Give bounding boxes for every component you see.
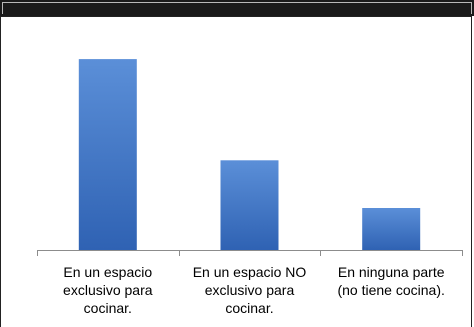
x-axis-ticks bbox=[37, 250, 463, 256]
window-top-bar bbox=[0, 0, 474, 16]
bar-group bbox=[78, 59, 421, 250]
x-tick-label: En ninguna parte (no tiene cocina). bbox=[337, 264, 445, 298]
chart-frame-top-border bbox=[0, 16, 472, 17]
window-top-bar-inset bbox=[2, 2, 472, 14]
x-tick-label: En un espacio NO exclusivo para cocinar. bbox=[192, 264, 307, 316]
bar bbox=[78, 59, 137, 250]
bar bbox=[220, 160, 279, 250]
bar bbox=[362, 208, 421, 250]
x-tick-label: En un espacio exclusivo para cocinar. bbox=[63, 264, 153, 316]
